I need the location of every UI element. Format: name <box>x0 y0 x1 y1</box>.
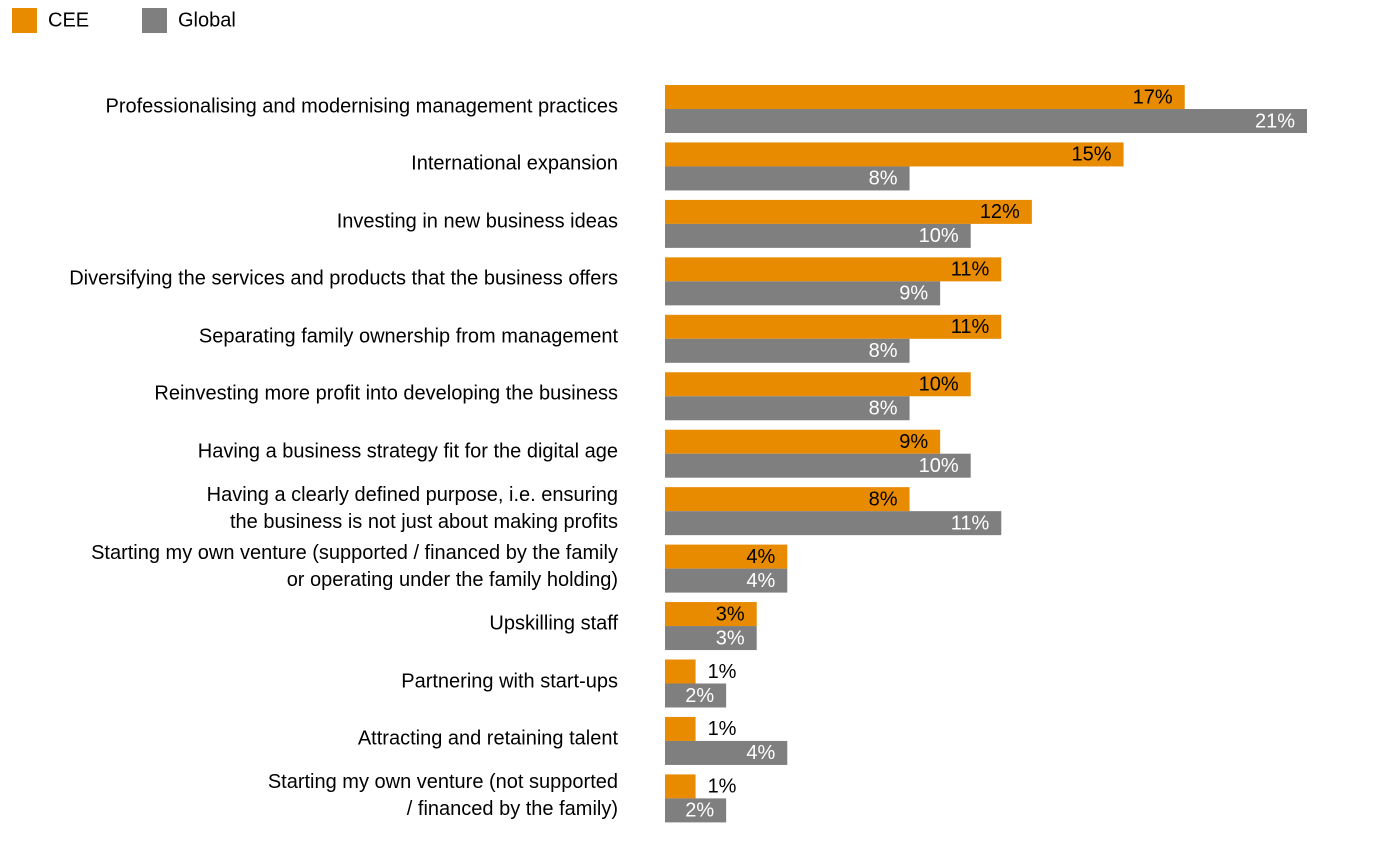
bar <box>665 199 1032 224</box>
bar <box>665 338 910 363</box>
value-label: 17% <box>1133 86 1173 108</box>
value-label: 4% <box>746 570 775 592</box>
value-label: 1% <box>708 661 737 683</box>
category-label: Starting my own venture (supported / fin… <box>91 541 618 591</box>
bar <box>665 740 788 765</box>
value-label: 2% <box>685 685 714 707</box>
legend-label: CEE <box>48 9 89 31</box>
value-label: 3% <box>716 603 745 625</box>
bar <box>665 626 757 651</box>
category-label: International expansion <box>411 152 618 175</box>
category-label: Partnering with start-ups <box>401 670 618 692</box>
category-label: Professionalising and modernising manage… <box>105 95 619 118</box>
value-label: 10% <box>919 455 959 477</box>
legend-swatch <box>142 8 167 33</box>
category-label: Diversifying the services and products t… <box>69 267 618 290</box>
bar <box>665 314 1002 339</box>
bar <box>665 429 941 454</box>
value-label: 12% <box>980 201 1020 223</box>
value-label: 4% <box>746 742 775 764</box>
category-label: Separating family ownership from managem… <box>198 325 618 348</box>
bar <box>665 372 971 397</box>
legend-label: Global <box>178 9 236 31</box>
value-label: 3% <box>716 627 745 649</box>
value-label: 8% <box>869 488 898 510</box>
category-label: Having a clearly defined purpose, i.e. e… <box>206 484 618 534</box>
value-label: 10% <box>919 374 959 396</box>
category-label: Starting my own venture (not supported /… <box>267 771 618 821</box>
value-label: 9% <box>899 283 928 305</box>
category-label: Upskilling staff <box>489 612 618 635</box>
value-label: 2% <box>685 800 714 822</box>
bar <box>665 109 1307 133</box>
bar <box>665 223 971 248</box>
category-label: Investing in new business ideas <box>336 210 618 233</box>
value-label: 8% <box>869 398 898 420</box>
bar <box>665 453 971 478</box>
bar <box>665 683 727 708</box>
bar <box>665 568 788 593</box>
legend-swatch <box>12 8 37 33</box>
bar <box>665 142 1124 167</box>
category-label: Reinvesting more profit into developing … <box>154 382 618 405</box>
bar <box>665 281 941 306</box>
bar <box>665 798 727 823</box>
bar <box>665 396 910 421</box>
value-label: 8% <box>869 168 898 190</box>
value-label: 11% <box>951 316 990 338</box>
bar <box>665 602 757 627</box>
value-label: 21% <box>1255 110 1295 132</box>
bar <box>665 166 910 191</box>
value-label: 11% <box>951 259 990 281</box>
value-label: 8% <box>869 340 898 362</box>
bar <box>665 85 1185 109</box>
bar <box>665 257 1002 282</box>
bar <box>665 659 696 684</box>
bar <box>665 487 910 512</box>
bar <box>665 774 696 799</box>
value-label: 11% <box>951 512 990 534</box>
bar <box>665 716 696 741</box>
value-label: 9% <box>899 431 928 453</box>
value-label: 10% <box>919 225 959 247</box>
bar <box>665 544 788 569</box>
value-label: 4% <box>746 546 775 568</box>
value-label: 15% <box>1072 144 1112 166</box>
bar <box>665 511 1002 536</box>
value-label: 1% <box>708 718 737 740</box>
value-label: 1% <box>708 776 737 798</box>
category-label: Having a business strategy fit for the d… <box>197 440 618 463</box>
category-label: Attracting and retaining talent <box>357 727 618 750</box>
